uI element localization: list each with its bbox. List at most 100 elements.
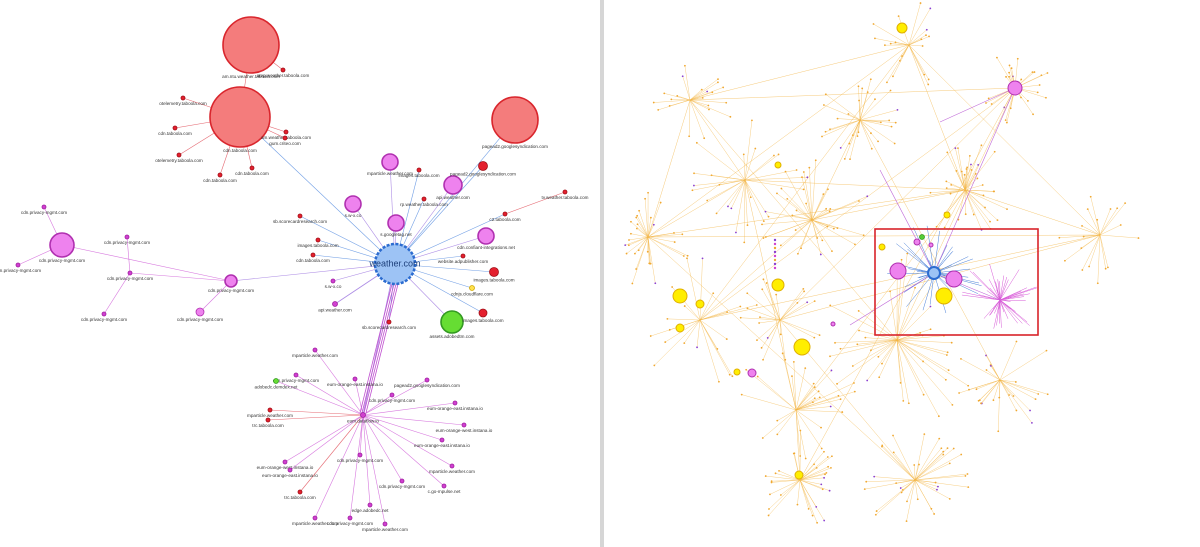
- node: [919, 2, 922, 4]
- node: [944, 378, 947, 381]
- node: [802, 188, 805, 191]
- edge: [765, 211, 813, 221]
- node: [884, 44, 886, 47]
- node: [668, 104, 671, 107]
- node: [747, 368, 757, 378]
- node: [751, 119, 753, 122]
- edge: [999, 379, 1048, 395]
- node: [762, 278, 765, 281]
- node: [312, 515, 318, 521]
- edge: [686, 258, 701, 321]
- edge: [1088, 234, 1101, 267]
- edge: [637, 224, 649, 238]
- node: [965, 168, 968, 170]
- node: [825, 207, 828, 210]
- edge: [811, 160, 816, 221]
- node: [933, 513, 936, 515]
- node: [967, 486, 970, 489]
- edge: [914, 479, 938, 487]
- node: [989, 220, 991, 223]
- node: [913, 238, 921, 246]
- node: [894, 121, 897, 124]
- node: [875, 510, 878, 512]
- node: [827, 188, 829, 191]
- node: [686, 254, 689, 257]
- node: [958, 392, 961, 394]
- node: [960, 357, 962, 360]
- node: [947, 369, 950, 372]
- node: [975, 388, 978, 391]
- node: [792, 361, 795, 363]
- edge: [896, 339, 969, 386]
- node: [851, 365, 854, 367]
- node: [795, 209, 798, 212]
- node: [718, 380, 720, 383]
- node-label: assets.adobedtm.com: [430, 334, 475, 339]
- node: [815, 505, 818, 508]
- node: [829, 128, 831, 131]
- edge: [779, 319, 786, 360]
- node: [828, 489, 831, 492]
- edge: [230, 263, 396, 282]
- node: [916, 498, 919, 501]
- edge: [908, 44, 923, 47]
- node: [858, 200, 860, 202]
- edge: [747, 308, 781, 321]
- node: [890, 125, 893, 128]
- node: [628, 239, 630, 241]
- node: [881, 444, 884, 447]
- node: [653, 364, 656, 367]
- edge: [998, 299, 1001, 310]
- node: [695, 299, 705, 309]
- edge: [653, 99, 691, 103]
- edge: [890, 43, 910, 46]
- node: [808, 166, 811, 169]
- node: [735, 231, 737, 234]
- node: [802, 171, 805, 173]
- edge: [699, 319, 727, 340]
- edge: [744, 120, 753, 181]
- node: [360, 412, 366, 418]
- node: [807, 507, 810, 510]
- node: [938, 437, 941, 440]
- edge: [796, 210, 813, 221]
- edge: [993, 379, 1001, 401]
- node: [779, 244, 782, 247]
- edge: [908, 44, 929, 80]
- node: [1124, 202, 1127, 205]
- node: [940, 447, 943, 450]
- edge: [811, 208, 827, 221]
- node: [357, 452, 363, 458]
- node: [217, 172, 223, 178]
- edge: [882, 445, 916, 481]
- edge: [840, 339, 898, 349]
- edge: [999, 341, 1017, 381]
- node-label: cdn.taboola.com: [158, 131, 192, 136]
- edge: [504, 191, 566, 215]
- edge: [775, 294, 781, 321]
- node: [1038, 84, 1041, 86]
- node: [681, 75, 684, 78]
- node: [1045, 349, 1048, 352]
- node: [1014, 381, 1017, 383]
- edge: [799, 479, 817, 507]
- node: [950, 183, 953, 186]
- edge: [684, 65, 691, 101]
- edge: [362, 379, 428, 416]
- edge: [354, 378, 364, 416]
- edge: [785, 171, 813, 221]
- node: [802, 287, 805, 290]
- node: [764, 475, 767, 477]
- edge: [964, 189, 1101, 236]
- node-label: otelemetry.taboola.com: [155, 158, 203, 163]
- edge: [795, 370, 832, 411]
- node: [718, 183, 721, 186]
- edge: [999, 299, 1011, 302]
- edge: [744, 148, 756, 181]
- node: [673, 241, 676, 243]
- node: [773, 238, 777, 242]
- node-label: cdn.privacy-mgmt.com: [81, 317, 127, 322]
- edge: [914, 434, 925, 481]
- node: [957, 218, 960, 221]
- node: [877, 140, 879, 143]
